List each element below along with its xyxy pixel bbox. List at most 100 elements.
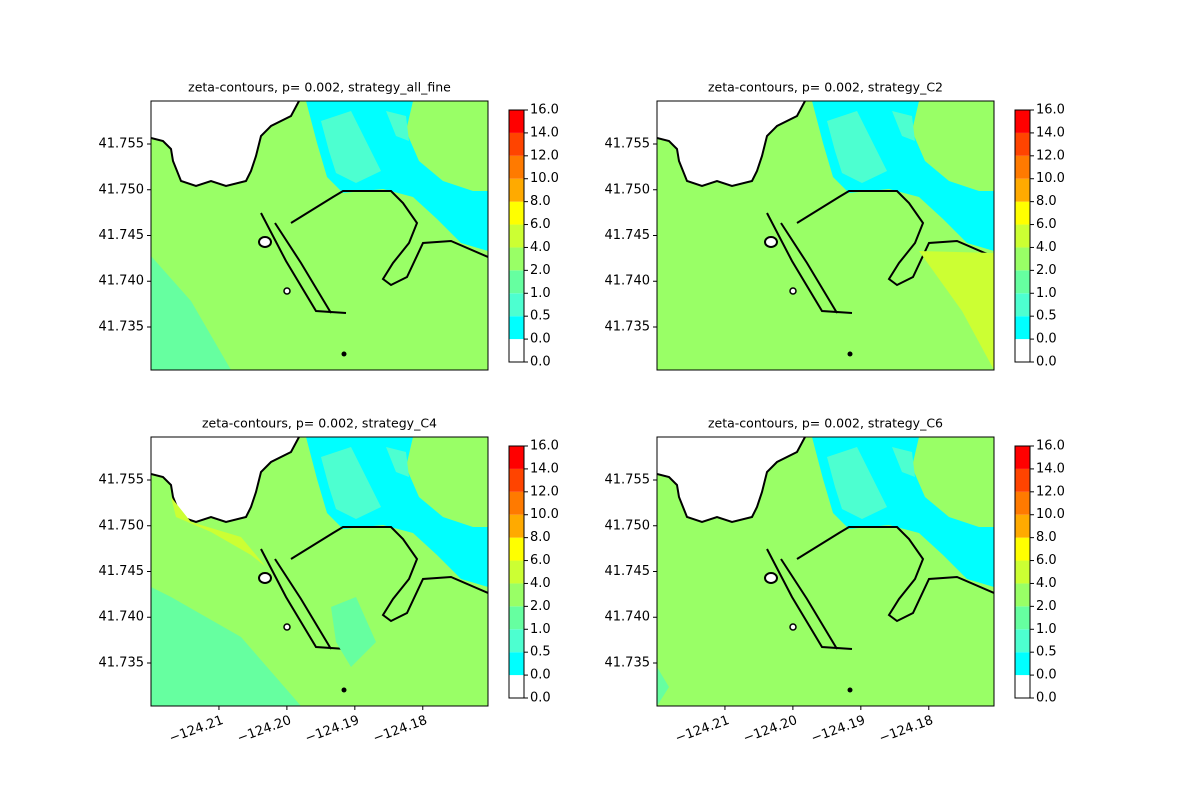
colorbar-segment [1015,468,1030,492]
colorbar-tick-label: 4.0 [1036,576,1057,591]
y-tick-label: 41.755 [605,137,651,152]
colorbar-segment [1015,675,1030,698]
contour-region [657,667,669,706]
colorbar-segment [509,606,524,630]
colorbar-segment [1015,132,1030,156]
colorbar-segment [1015,652,1030,676]
x-tick-label: −124.20 [235,713,293,746]
colorbar-segment [509,201,524,225]
y-tick-label: 41.750 [605,518,651,533]
y-tick-label: 41.735 [99,655,145,670]
colorbar-tick-label: 10.0 [1036,171,1065,186]
y-tick-label: 41.735 [605,319,651,334]
colorbar-segment [509,514,524,538]
contour-region [171,497,266,567]
y-tick-label: 41.745 [99,564,145,579]
colorbar-tick-label: 1.0 [530,622,551,637]
contour-region [151,256,231,370]
colorbar-tick-label: 6.0 [530,553,551,568]
colorbar-tick-label: 1.0 [1036,622,1057,637]
colorbar-tick-label: 0.5 [1036,645,1057,660]
contour-field [151,437,488,706]
colorbar-tick-label: 8.0 [1036,194,1057,209]
y-tick-label: 41.755 [99,137,145,152]
colorbar-tick-label: 12.0 [1036,148,1065,163]
colorbar-segment [509,110,524,133]
x-tick-label: −124.21 [673,713,731,746]
colorbar-tick-label: 14.0 [530,461,559,476]
colorbar-segment [509,537,524,561]
x-tick-label: −124.20 [741,713,799,746]
colorbar-tick-label: 8.0 [1036,530,1057,545]
contour-field [657,101,994,370]
colorbar-tick-label: 10.0 [1036,507,1065,522]
colorbar-segment [1015,560,1030,584]
colorbar-frame [1014,109,1031,363]
colorbar-segment [1015,629,1030,653]
colorbar-segment [1015,110,1030,133]
colorbar-segment [509,339,524,362]
colorbar-tick-label: 12.0 [530,148,559,163]
colorbar-segment [509,132,524,156]
colorbar-segment [509,247,524,271]
colorbar-segment [1015,224,1030,248]
chart-title: zeta-contours, p= 0.002, strategy_C4 [202,416,437,431]
colorbar-segment [509,293,524,317]
colorbar-tick-label: 0.0 [1036,668,1057,683]
colorbar-segment [1015,293,1030,317]
y-tick-label: 41.735 [99,319,145,334]
colorbar-segment [1015,178,1030,202]
y-tick-label: 41.750 [99,182,145,197]
colorbar-tick-label: 4.0 [530,576,551,591]
colorbar-segment [509,316,524,340]
y-tick-label: 41.755 [605,473,651,488]
colorbar-segment [1015,270,1030,294]
colorbar-tick-label: 0.0 [530,332,551,347]
y-tick-label: 41.745 [99,228,145,243]
x-tick-label: −124.19 [303,713,361,746]
y-tick-label: 41.755 [99,473,145,488]
colorbar-tick-label: 14.0 [530,125,559,140]
colorbar-tick-label: 2.0 [1036,599,1057,614]
colorbar-tick-label: 12.0 [1036,484,1065,499]
colorbar-tick-label: 4.0 [1036,240,1057,255]
colorbar-segment [509,629,524,653]
x-tick-label: −124.21 [167,713,225,746]
colorbar-segment [509,675,524,698]
colorbar-tick-label: 1.0 [1036,286,1057,301]
colorbar-segment [1015,606,1030,630]
colorbar-tick-label: 0.0 [1036,332,1057,347]
y-tick-label: 41.740 [605,610,651,625]
colorbar-tick-label: 16.0 [1036,439,1065,454]
y-tick-label: 41.740 [99,610,145,625]
colorbar-frame [508,445,525,699]
x-tick-label: −124.18 [371,713,429,746]
colorbar-segment [509,178,524,202]
colorbar-segment [509,652,524,676]
colorbar-tick-label: 6.0 [1036,553,1057,568]
colorbar-tick-label: 0.5 [530,309,551,324]
contour-field [151,101,488,370]
colorbar-tick-label: 6.0 [1036,217,1057,232]
colorbar-segment [509,468,524,492]
colorbar-tick-label: 16.0 [530,103,559,118]
colorbar-tick-label: 2.0 [1036,263,1057,278]
colorbar-tick-label: 12.0 [530,484,559,499]
y-tick-label: 41.745 [605,228,651,243]
colorbar-tick-label: 16.0 [530,439,559,454]
x-tick-label: −124.18 [877,713,935,746]
y-tick-label: 41.740 [99,274,145,289]
colorbar-tick-label: 2.0 [530,263,551,278]
y-tick-label: 41.735 [605,655,651,670]
contour-region [151,587,301,706]
colorbar-segment [509,224,524,248]
colorbar-segment [1015,201,1030,225]
colorbar-segment [1015,446,1030,469]
y-tick-label: 41.745 [605,564,651,579]
colorbar-segment [1015,247,1030,271]
colorbar-segment [1015,537,1030,561]
colorbar-segment [1015,491,1030,515]
colorbar-segment [509,270,524,294]
colorbar-frame [508,109,525,363]
y-tick-label: 41.750 [605,182,651,197]
